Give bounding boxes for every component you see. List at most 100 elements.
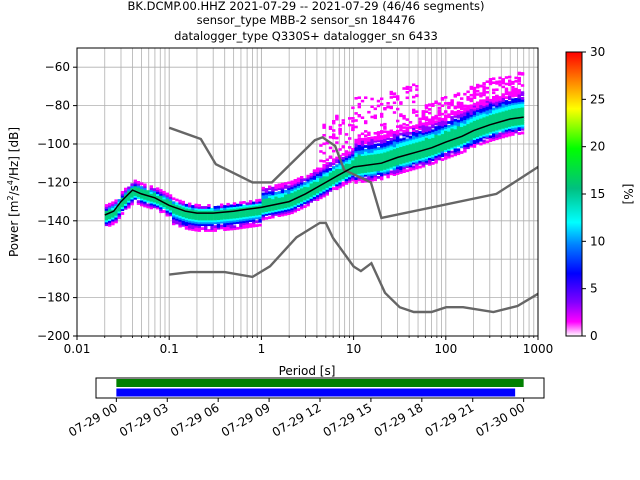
density-cell (437, 121, 441, 124)
density-cell (434, 133, 438, 137)
density-cell (421, 143, 425, 147)
density-cell (143, 185, 147, 189)
density-cell (501, 124, 505, 127)
density-cell (450, 133, 454, 137)
density-cell (184, 213, 189, 217)
density-cell (268, 197, 272, 200)
density-cell (453, 124, 457, 128)
density-cell (296, 177, 301, 181)
density-cell (399, 151, 403, 155)
density-cell (271, 194, 275, 198)
density-cell (364, 168, 368, 171)
density-cell (271, 198, 275, 202)
density-cell (290, 205, 294, 209)
density-cell (357, 153, 361, 157)
density-cell (376, 135, 381, 139)
density-cell (261, 198, 265, 202)
density-cell (156, 189, 160, 193)
density-cell (514, 92, 518, 95)
density-cell (207, 217, 211, 221)
density-cell (127, 198, 131, 201)
density-cell (316, 177, 320, 180)
density-cell (514, 103, 518, 107)
density-cell (460, 143, 464, 147)
density-cell (290, 199, 294, 203)
density-cell (178, 211, 182, 214)
density-cell (421, 147, 425, 151)
density-cell (172, 210, 176, 214)
density-cell (405, 127, 409, 130)
density-cell (354, 150, 358, 154)
density-cell (252, 205, 256, 209)
density-cell (312, 184, 317, 188)
density-cell (172, 203, 176, 206)
density-cell (159, 196, 163, 200)
density-cell (188, 202, 192, 206)
density-cell (242, 216, 246, 220)
density-cell (178, 203, 182, 207)
density-cell (332, 136, 336, 140)
density-cell (319, 192, 323, 196)
density-cell (306, 178, 310, 182)
density-cell (440, 137, 445, 140)
density-cell (136, 181, 141, 184)
density-cell (149, 185, 153, 189)
density-cell (255, 214, 259, 218)
coverage-tick-label: 07-29 21 (423, 400, 477, 439)
density-cell (204, 206, 208, 209)
density-cell (424, 133, 429, 136)
density-cell (472, 123, 477, 127)
density-cell (418, 144, 422, 148)
density-cell (373, 170, 377, 174)
density-cell (322, 167, 326, 171)
density-cell (332, 162, 336, 166)
density-cell (453, 111, 457, 114)
density-cell (306, 197, 310, 201)
density-cell (399, 149, 403, 153)
density-cell (114, 205, 118, 208)
density-cell (424, 125, 429, 129)
density-cell (332, 121, 336, 125)
density-cell (392, 148, 397, 152)
density-cell (479, 84, 483, 88)
density-cell (338, 177, 342, 181)
density-cell (408, 147, 413, 150)
density-cell (399, 138, 403, 142)
density-cell (120, 204, 125, 208)
density-cell (338, 130, 342, 133)
density-cell (463, 122, 467, 126)
density-cell (405, 124, 409, 127)
density-cell (463, 119, 467, 122)
density-cell (194, 224, 198, 228)
density-cell (511, 133, 515, 136)
density-cell (415, 114, 419, 117)
density-cell (322, 177, 326, 181)
density-cell (440, 133, 445, 136)
density-cell (168, 209, 173, 213)
density-cell (520, 108, 525, 112)
density-cell (312, 190, 317, 194)
density-cell (188, 208, 192, 212)
density-cell (501, 97, 505, 100)
density-cell (434, 147, 438, 151)
density-cell (309, 174, 313, 178)
density-cell (296, 192, 301, 196)
density-cell (511, 94, 515, 98)
density-cell (444, 143, 448, 147)
density-cell (466, 125, 470, 128)
density-cell (501, 110, 505, 114)
density-cell (492, 107, 496, 111)
density-cell (367, 150, 371, 154)
density-cell (296, 189, 301, 192)
density-cell (223, 226, 227, 229)
density-cell (104, 209, 109, 213)
y-axis-ticks: −60−80−100−120−140−160−180−200 (37, 60, 77, 343)
density-cell (511, 119, 515, 123)
density-cell (373, 159, 377, 162)
density-cell (117, 206, 121, 210)
density-cell (111, 209, 115, 212)
density-cell (220, 216, 224, 220)
density-cell (517, 82, 521, 85)
density-cell (431, 152, 435, 156)
density-cell (415, 157, 419, 160)
